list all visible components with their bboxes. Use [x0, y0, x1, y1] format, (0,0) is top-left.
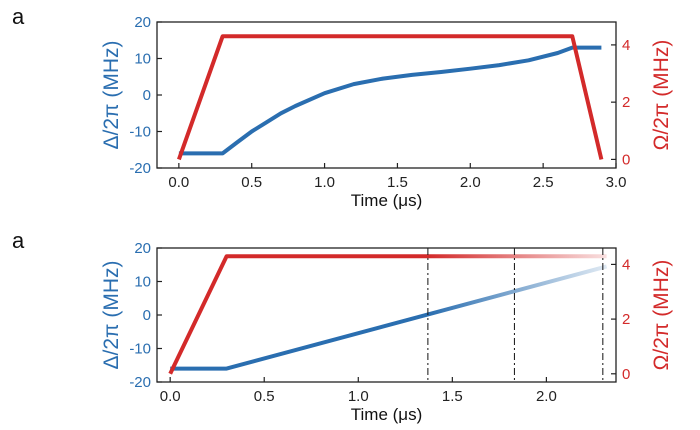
- p1-x-tick-label: 2.0: [460, 174, 481, 191]
- p1-y-right-axis-label: Ω/2π (MHz): [650, 40, 673, 151]
- p2-y-left-tick-label: 10: [134, 274, 151, 291]
- p1-y-right-tick-label: 0: [622, 151, 630, 168]
- p2-y-right-tick-label: 0: [622, 366, 630, 383]
- p1-y-left-axis-label: Δ/2π (MHz): [100, 40, 123, 149]
- p1-x-tick-label: 1.0: [314, 174, 335, 191]
- p2-y-right-axis-label: Ω/2π (MHz): [650, 260, 673, 371]
- p1-detuning-line: [178, 45, 602, 156]
- p1-y-left-tick-label: 0: [143, 87, 151, 104]
- p1-y-right-tick-label: 4: [622, 37, 630, 54]
- p1-plot-frame: [156, 21, 617, 169]
- p2-y-left-tick-label: 0: [143, 307, 151, 324]
- panel-label-top: a: [12, 4, 25, 29]
- p2-x-tick-label: 2.0: [536, 388, 557, 405]
- p1-x-tick-label: 1.5: [387, 174, 408, 191]
- panel-label-bottom: a: [12, 228, 25, 253]
- p1-rabi-line: [177, 34, 604, 161]
- p2-y-right-tick-label: 2: [622, 311, 630, 328]
- p1-y-left-tick-label: -10: [129, 124, 151, 141]
- p2-y-left-tick-label: -10: [129, 341, 151, 358]
- p1-x-tick-label: 0.5: [241, 174, 262, 191]
- p2-y-left-axis-label: Δ/2π (MHz): [100, 260, 123, 369]
- p1-x-axis-label: Time (μs): [351, 191, 423, 210]
- p2-rabi-line: [168, 254, 607, 375]
- p1-y-left-tick-label: 20: [134, 14, 151, 31]
- p2-y-left-tick-label: -20: [129, 374, 151, 391]
- p2-x-axis-label: Time (μs): [351, 405, 423, 424]
- p1-y-left-tick-label: -20: [129, 160, 151, 177]
- p1-x-tick-label: 2.5: [533, 174, 554, 191]
- p2-x-tick-label: 1.0: [348, 388, 369, 405]
- p1-x-tick-label: 0.0: [168, 174, 189, 191]
- p2-x-tick-label: 0.0: [160, 388, 181, 405]
- p1-y-right-tick-label: 2: [622, 94, 630, 111]
- p1-x-tick-label: 3.0: [606, 174, 627, 191]
- p2-y-right-tick-label: 4: [622, 256, 630, 273]
- p2-plot-frame: [156, 247, 617, 383]
- p2-x-tick-label: 1.5: [442, 388, 463, 405]
- p2-detuning-line: [170, 264, 608, 371]
- p2-x-tick-label: 0.5: [254, 388, 275, 405]
- p2-y-left-tick-label: 20: [134, 240, 151, 257]
- p1-y-left-tick-label: 10: [134, 51, 151, 68]
